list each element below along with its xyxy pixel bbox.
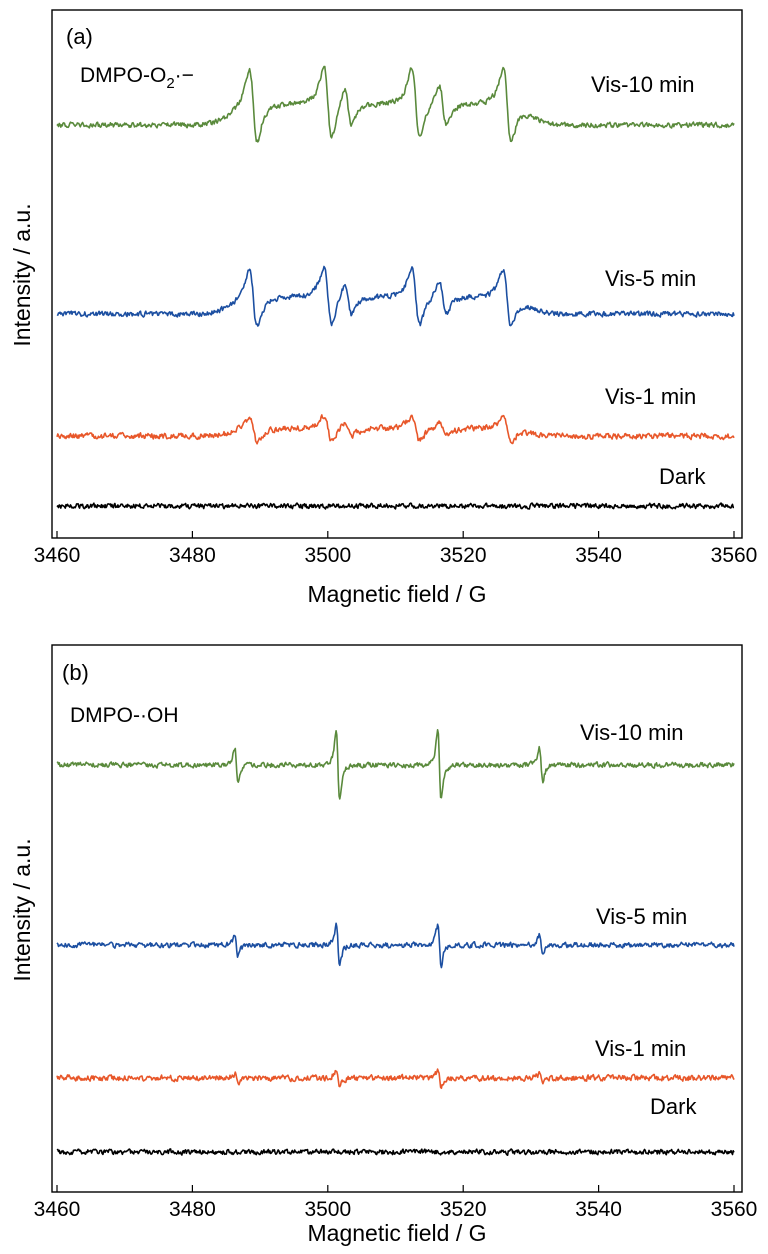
series-line-vis-10-min (56, 728, 735, 800)
x-tick-label: 3560 (711, 1198, 758, 1221)
series-label-a-vis10: Vis-10 min (591, 72, 695, 97)
panel-a-species-label: DMPO-O2·− (80, 64, 194, 92)
x-tick-label: 3520 (440, 1198, 487, 1221)
x-tick-label: 3460 (34, 1198, 81, 1221)
series-line-vis-1-min (56, 1068, 735, 1090)
series-label-a-vis1: Vis-1 min (605, 384, 696, 409)
panel-b-tag: (b) (62, 660, 89, 685)
x-tick-label: 3480 (169, 1198, 216, 1221)
x-tick-label: 3540 (575, 544, 622, 567)
x-tick-label: 3460 (34, 544, 81, 567)
panel-a: 3460 3480 3500 3520 3540 3560 (a) DMPO-O2·− V… (9, 9, 758, 607)
series-line-vis-5-min (56, 265, 735, 327)
x-tick-label: 3480 (169, 544, 216, 567)
x-tick-label: 3520 (440, 544, 487, 567)
panel-b-x-axis-title: Magnetic field / G (308, 1220, 487, 1246)
panel-a-tag: (a) (66, 24, 93, 49)
x-tick-label: 3560 (711, 544, 758, 567)
panel-b-frame (51, 644, 743, 1193)
panel-a-traces (56, 65, 735, 510)
panel-a-frame (51, 9, 743, 539)
series-label-b-vis1: Vis-1 min (595, 1036, 686, 1061)
panel-b: 3460 3480 3500 3520 3540 3560 (b) DMPO-·OH Vi… (9, 644, 758, 1246)
series-label-b-dark: Dark (650, 1094, 697, 1119)
species-subscript: 2 (166, 75, 174, 92)
x-tick-label: 3500 (304, 1198, 351, 1221)
series-line-dark (56, 1148, 735, 1156)
series-line-vis-5-min (56, 922, 735, 969)
series-label-b-vis5: Vis-5 min (596, 904, 687, 929)
series-line-dark (56, 502, 735, 510)
panel-b-x-ticks: 3460 3480 3500 3520 3540 3560 (34, 1185, 758, 1221)
panel-b-species-label: DMPO-·OH (70, 704, 179, 727)
series-label-b-vis10: Vis-10 min (580, 720, 684, 745)
x-tick-label: 3500 (304, 544, 351, 567)
series-label-a-dark: Dark (659, 464, 706, 489)
panel-b-traces (56, 728, 735, 1156)
series-line-vis-1-min (56, 414, 735, 445)
x-tick-label: 3540 (575, 1198, 622, 1221)
series-line-vis-10-min (56, 65, 735, 143)
species-main: DMPO-O (80, 64, 166, 87)
species-superscript: ·− (175, 64, 194, 87)
panel-a-x-ticks: 3460 3480 3500 3520 3540 3560 (34, 531, 758, 567)
panel-b-y-axis-title: Intensity / a.u. (9, 838, 35, 981)
series-label-a-vis5: Vis-5 min (605, 266, 696, 291)
panel-a-y-axis-title: Intensity / a.u. (9, 203, 35, 346)
panel-a-x-axis-title: Magnetic field / G (308, 581, 487, 607)
